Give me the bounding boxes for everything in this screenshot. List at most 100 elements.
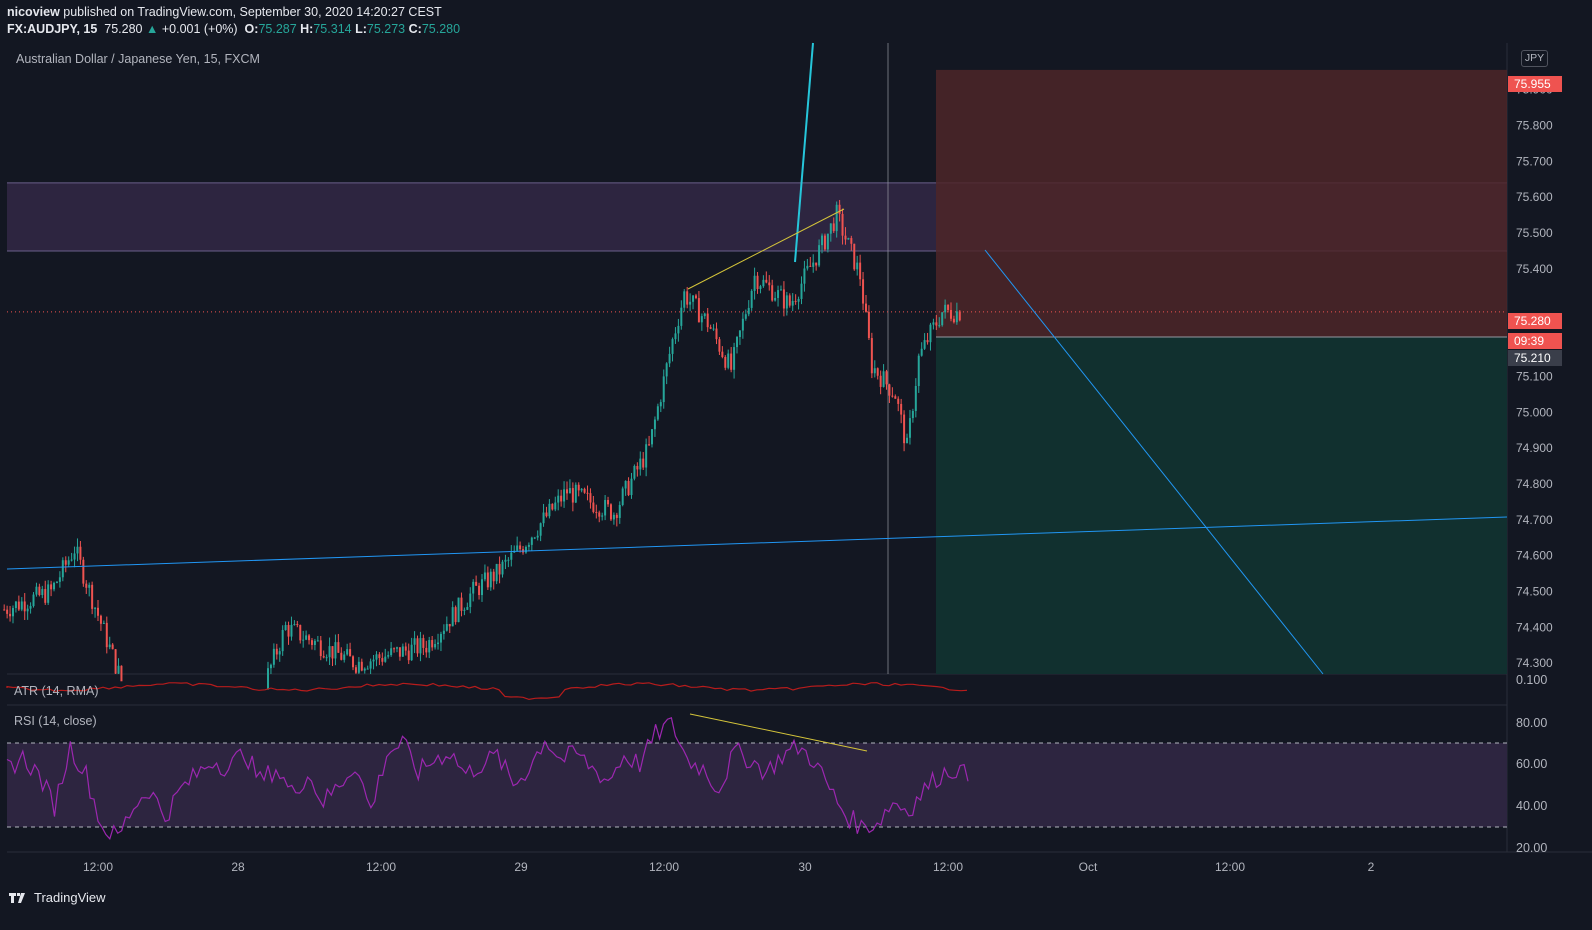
candle-body xyxy=(867,311,870,339)
candle-body xyxy=(771,285,774,301)
publisher-name[interactable]: nicoview xyxy=(7,5,60,19)
candle-body xyxy=(439,633,442,643)
candle-body xyxy=(574,484,577,503)
candle-body xyxy=(428,640,431,653)
candle-body xyxy=(668,353,671,364)
candle-body xyxy=(738,330,741,338)
atr-line xyxy=(6,682,968,701)
candle-body xyxy=(566,489,568,494)
price-tick-label: 75.000 xyxy=(1516,405,1553,419)
candle-body xyxy=(352,656,355,668)
rsi-pane-title: RSI (14, close) xyxy=(14,714,97,728)
price-tick-label: 74.900 xyxy=(1516,441,1553,455)
candle-body xyxy=(607,500,610,505)
candle-body xyxy=(85,583,88,588)
candle-body xyxy=(437,642,440,645)
candle-body xyxy=(466,607,469,610)
time-tick-label: 29 xyxy=(514,860,528,874)
candle-body xyxy=(111,644,114,650)
candle-body xyxy=(733,347,736,370)
candle-body xyxy=(621,488,624,505)
rsi-tick: 60.00 xyxy=(1516,757,1548,771)
last-price: 75.280 xyxy=(104,22,143,36)
candle-body xyxy=(94,607,97,609)
candle-body xyxy=(313,640,316,645)
candle-body xyxy=(557,495,560,503)
candle-body xyxy=(712,328,715,330)
close-value: 75.280 xyxy=(421,22,461,36)
candle-body xyxy=(947,304,950,310)
candle-body xyxy=(741,318,744,331)
candle-body xyxy=(800,283,803,299)
candle-body xyxy=(378,654,381,659)
currency-badge[interactable]: JPY xyxy=(1521,50,1548,67)
candle-body xyxy=(938,325,941,327)
candle-body xyxy=(533,537,536,539)
price-tick-label: 75.700 xyxy=(1516,154,1553,168)
time-tick-label: 30 xyxy=(798,860,812,874)
candle-body xyxy=(847,238,850,240)
candle-body xyxy=(697,298,700,323)
candle-body xyxy=(325,657,328,659)
candle-body xyxy=(478,585,481,596)
candle-body xyxy=(431,640,434,648)
atr-tick: 0.100 xyxy=(1516,673,1548,687)
price-tick-label: 74.400 xyxy=(1516,620,1553,634)
price-tick-label: 75.600 xyxy=(1516,190,1553,204)
candle-body xyxy=(47,584,50,603)
candle-body xyxy=(53,582,56,590)
candle-body xyxy=(680,307,683,326)
price-tick-label: 75.500 xyxy=(1516,226,1553,240)
candle-body xyxy=(536,535,539,538)
candle-body xyxy=(340,652,343,660)
candle-body xyxy=(759,286,762,290)
symbol-label[interactable]: FX:AUDJPY, 15 xyxy=(7,22,98,36)
candle-body xyxy=(838,204,841,214)
candle-body xyxy=(929,324,932,343)
candle-body xyxy=(949,309,952,319)
close-label: C: xyxy=(408,22,422,36)
candle-body xyxy=(815,262,818,266)
price-tick-label: 75.100 xyxy=(1516,369,1553,383)
candle-body xyxy=(656,406,659,420)
candle-body xyxy=(888,384,891,396)
candle-body xyxy=(299,625,302,641)
time-axis-ticks: 12:00 28 12:00 29 12:00 30 12:00 Oct 12:00 2 xyxy=(83,860,1375,874)
candle-body xyxy=(117,665,120,674)
brand-name: TradingView xyxy=(34,889,106,905)
candle-body xyxy=(700,316,703,323)
candle-body xyxy=(718,339,721,352)
candle-body xyxy=(3,609,6,611)
candle-body xyxy=(454,607,457,623)
stop-loss-zone xyxy=(936,69,1507,337)
candle-body xyxy=(856,262,859,270)
candle-body xyxy=(774,297,777,301)
candle-body xyxy=(308,635,311,641)
candle-body xyxy=(935,322,938,326)
candle-body xyxy=(401,646,404,657)
candle-body xyxy=(328,646,331,658)
candle-body xyxy=(715,328,718,340)
tradingview-logo[interactable]: TradingView xyxy=(8,889,106,905)
candle-body xyxy=(958,311,961,321)
candle-body xyxy=(316,640,319,642)
candle-body xyxy=(911,410,914,419)
candle-body xyxy=(32,594,35,607)
price-tick-label: 74.700 xyxy=(1516,513,1553,527)
candle-body xyxy=(662,376,665,403)
candle-body xyxy=(592,502,595,512)
candle-body xyxy=(375,654,378,660)
rsi-divergence-line xyxy=(689,713,868,752)
candle-body xyxy=(322,656,325,658)
candle-body xyxy=(818,245,821,266)
candle-body xyxy=(363,668,366,671)
candle-body xyxy=(384,656,387,662)
stop-price-tag: 75.955 xyxy=(1508,76,1562,92)
candle-body xyxy=(803,268,806,284)
candle-body xyxy=(495,563,498,582)
candle-body xyxy=(278,651,281,655)
candle-body xyxy=(302,639,305,641)
candle-body xyxy=(463,609,466,611)
candle-body xyxy=(88,584,91,588)
